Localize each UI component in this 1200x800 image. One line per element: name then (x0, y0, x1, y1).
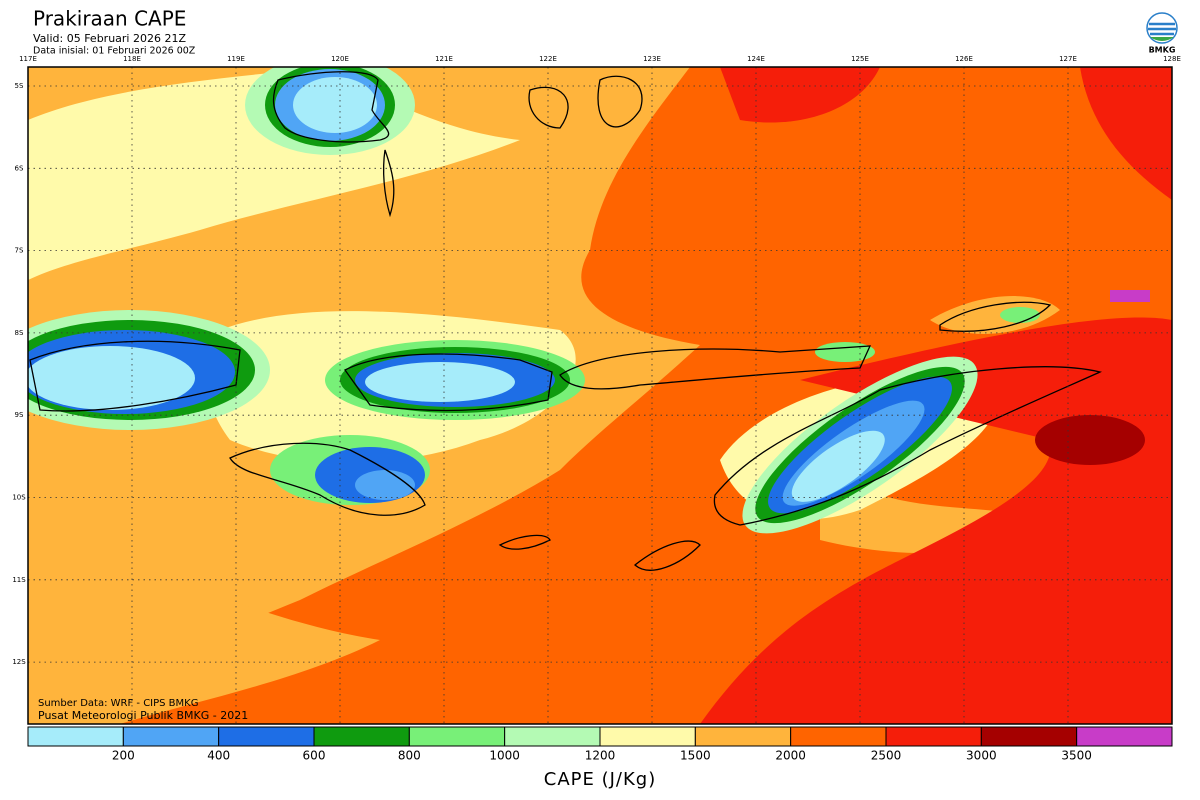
lat-label: 7S (15, 247, 24, 255)
colorbar-tick-label: 800 (398, 749, 421, 763)
map-field (28, 67, 1172, 724)
colorbar-box (980, 726, 1078, 747)
lon-label: 128E (1163, 55, 1181, 63)
colorbar-tick-label: 400 (207, 749, 230, 763)
colorbar-tick-label: 3500 (1061, 749, 1092, 763)
colorbar-box (599, 726, 696, 747)
colorbar-box (27, 726, 124, 747)
colorbar-tick-label: 3000 (966, 749, 997, 763)
lat-label: 5S (15, 82, 24, 90)
colorbar: 200 400 600 800 1000 1200 1500 2000 2500 3000 3500 (27, 726, 1173, 763)
lat-label: 11S (12, 576, 26, 584)
colorbar-tick-label: 1200 (585, 749, 616, 763)
lat-label: 8S (15, 329, 24, 337)
colorbar-box (885, 726, 982, 747)
lon-label: 117E (19, 55, 37, 63)
colorbar-box (218, 726, 315, 747)
lon-label: 124E (747, 55, 765, 63)
lat-label: 6S (15, 164, 24, 172)
lat-labels: 5S 6S 7S 8S 9S 10S 11S 12S (12, 82, 26, 666)
lat-label: 10S (12, 494, 26, 502)
colorbar-label: CAPE (J/Kg) (544, 769, 656, 790)
logo: BMKG (1146, 12, 1178, 55)
lon-label: 118E (123, 55, 141, 63)
lat-label: 9S (15, 411, 24, 419)
credit-text: Pusat Meteorologi Publik BMKG - 2021 (38, 709, 248, 722)
colorbar-box (122, 726, 220, 747)
graticule (28, 67, 1172, 724)
lon-label: 120E (331, 55, 349, 63)
colorbar-box (694, 726, 792, 747)
colorbar-tick-label: 1000 (489, 749, 520, 763)
colorbar-box (790, 726, 887, 747)
lon-label: 119E (227, 55, 245, 63)
title: Prakiraan CAPE (33, 7, 186, 31)
init-time: Data inisial: 01 Februari 2026 00Z (33, 46, 196, 57)
lat-label: 12S (12, 658, 26, 666)
valid-time: Valid: 05 Februari 2026 21Z (33, 32, 186, 45)
lon-label: 121E (435, 55, 453, 63)
colorbar-box (408, 726, 506, 747)
colorbar-tick-label: 2000 (775, 749, 806, 763)
colorbar-box (313, 726, 410, 747)
lon-label: 123E (643, 55, 661, 63)
colorbar-tick-label: 600 (303, 749, 326, 763)
lon-label: 126E (955, 55, 973, 63)
logo-text: BMKG (1149, 46, 1176, 55)
colorbar-tick-label: 2500 (871, 749, 902, 763)
colorbar-box (1076, 726, 1173, 747)
colorbar-tick-label: 1500 (680, 749, 711, 763)
lon-label: 122E (539, 55, 557, 63)
source-text: Sumber Data: WRF - CIPS BMKG (38, 698, 198, 709)
map-frame (27, 66, 1173, 725)
lon-labels: 117E 118E 119E 120E 121E 122E 123E 124E 125E 126E… (19, 55, 1181, 63)
colorbar-tick-label: 200 (112, 749, 135, 763)
colorbar-box (504, 726, 601, 747)
lon-label: 125E (851, 55, 869, 63)
lon-label: 127E (1059, 55, 1077, 63)
